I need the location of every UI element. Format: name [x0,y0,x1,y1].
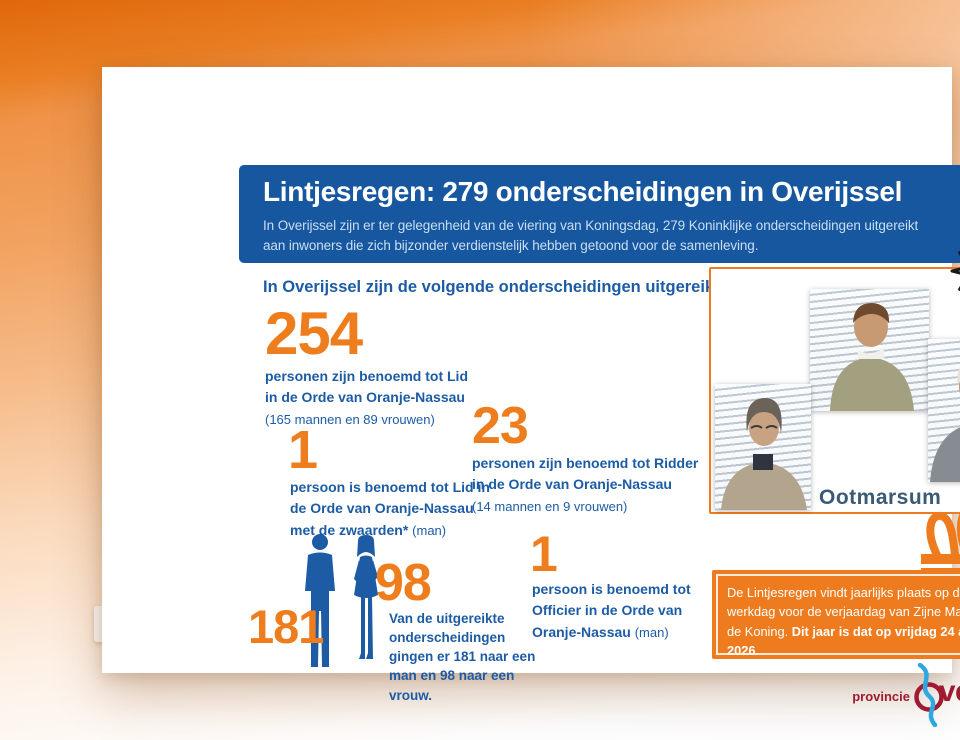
stat-lid-line2: in de Orde van Oranje-Nassau [265,389,465,406]
subtitle-line-1: In Overijssel zijn er ter gelegenheid va… [263,218,919,233]
stat-ridder-count: 23 [472,397,529,455]
star-shape [950,251,960,291]
stat-officier-line1: persoon is benoemd tot [532,581,691,597]
photo-older-man-figure [930,367,960,482]
stat-officier-note: (man) [634,624,669,640]
man-silhouette-icon [305,534,335,667]
stat-officier-line2: Officier in de Orde van [532,602,683,619]
stat-lid-zwaarden-note: (man) [412,522,447,538]
info-box-text-bold: Dit jaar is dat op vrijdag 24 april 2026… [727,623,960,659]
info-box-text-regular: De Lintjesregen vindt jaarlijks plaats o… [727,585,960,639]
photo-older-man-with-beard [928,339,960,482]
province-logo: provincie Overijssel [852,663,960,727]
stat-officier-count: 1 [530,526,558,582]
photo-panel: Ootmarsum [709,267,960,514]
woman-silhouette-icon [354,535,378,659]
crown-icon [921,511,960,571]
gender-split-caption: Van de uitgereikte onderscheidingen ging… [389,611,536,703]
logo-prefix: provincie [852,689,910,704]
photo-woman-figure [721,398,807,510]
photo-location-label: Ootmarsum [819,486,942,509]
info-box-text: De Lintjesregen vindt jaarlijks plaats o… [712,570,960,659]
stat-lid-text: personen zijn benoemd tot Lid in de Orde… [265,366,468,430]
section-heading: In Overijssel zijn de volgende ondersche… [263,278,726,296]
photo-man-figure [830,303,914,411]
stat-ridder-line1: personen zijn benoemd tot Ridder [472,455,699,471]
photo-man-khaki-shirt [810,289,929,411]
stat-ridder-text: personen zijn benoemd tot Ridder in de O… [472,453,698,517]
photo-woman-with-glasses [715,384,811,510]
stat-lid-zwaarden-line2: de Orde van Oranje-Nassau [290,500,474,517]
infographic-card: Lintjesregen: 279 onderscheidingen in Ov… [102,67,960,727]
stat-lid-line1: personen zijn benoemd tot Lid [265,368,468,384]
medal-ribbon-icon [950,251,960,291]
subtitle-line-2: aan inwoners die zich bijzonder verdiens… [263,238,759,254]
river-wave-icon [914,663,944,727]
header-banner [239,165,960,263]
stat-ridder-note: (14 mannen en 9 vrouwen) [472,498,628,514]
stat-officier-line3: Oranje-Nassau [532,623,631,640]
man-and-woman-silhouette-icon [305,534,378,667]
stat-officier-text: persoon is benoemd tot Officier in de Or… [532,579,691,643]
stat-men-count: 181 [248,600,324,653]
stat-lid-zwaarden-line1: persoon is benoemd tot Lid in [290,479,490,495]
stat-lid-zwaarden-count: 1 [288,420,318,480]
stat-lid-zwaarden-line3: met de zwaarden* [290,521,409,538]
stat-lid-zwaarden-text: persoon is benoemd tot Lid in de Orde va… [290,477,490,541]
stat-lid-note: (165 mannen en 89 vrouwen) [265,411,435,427]
stat-lid-count: 254 [265,300,363,367]
page-subtitle: In Overijssel zijn er ter gelegenheid va… [263,216,953,257]
info-box: De Lintjesregen vindt jaarlijks plaats o… [712,570,960,659]
page-title: Lintjesregen: 279 onderscheidingen in Ov… [263,176,903,207]
stat-ridder-line2: in de Orde van Oranje-Nassau [472,476,672,493]
stat-women-count: 98 [375,554,432,612]
